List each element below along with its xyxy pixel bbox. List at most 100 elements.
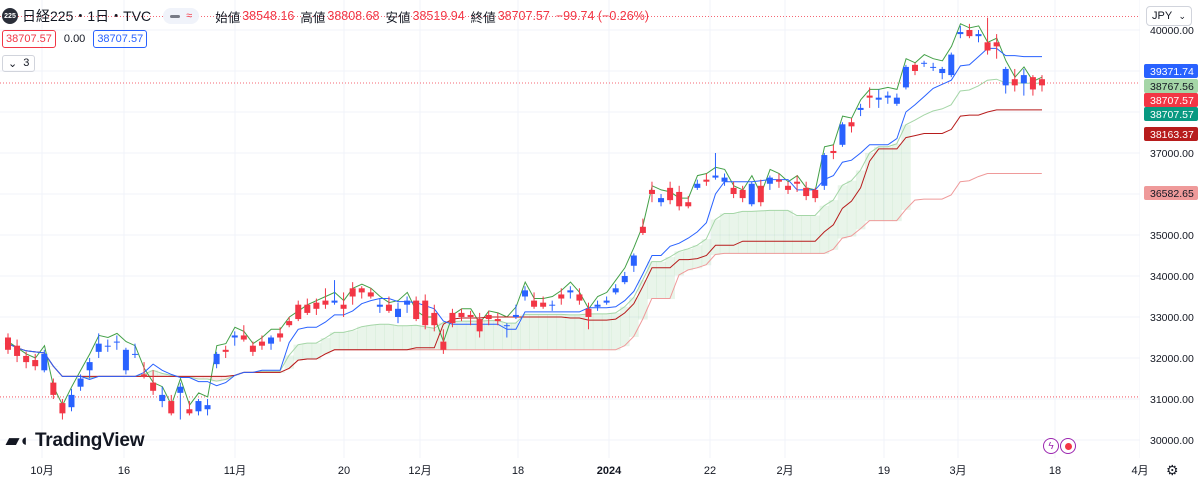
candle-body [830,150,837,153]
candle-body [812,189,819,199]
candle-body [422,300,429,326]
candle-body [712,175,719,178]
candles [5,17,1045,420]
candle-body [358,288,365,293]
candle-body [630,255,637,266]
wave-icon: ≈ [186,10,193,22]
candle-body [585,308,592,317]
cloud-segment [765,210,775,254]
candle-body [503,325,510,327]
candle-body [603,300,610,303]
candle-body [549,304,556,306]
cloud-segment [384,324,394,351]
cloud-segment [211,376,222,382]
candle-body [467,314,474,317]
candle-body [839,124,846,145]
candle-body [249,345,256,352]
cloud-segment [792,215,802,254]
price-tag: 38767.56 [1144,79,1198,93]
candle-body [621,276,628,283]
candle-body [458,312,465,317]
cloud-segment [901,124,911,210]
chevron-down-icon: ⌄ [8,58,18,70]
candle-body [703,179,710,182]
candle-body [413,300,420,320]
candle-body [1002,68,1009,86]
candle-body [331,300,338,303]
cloud-segment [801,215,812,254]
price-tick-label: 30000.00 [1150,435,1194,447]
candle-body [231,335,238,338]
base-line [7,109,1042,377]
cloud-segment [565,314,576,351]
gear-icon[interactable]: ⚙ [1166,462,1179,478]
indicator-value-1[interactable]: 38707.57 [2,30,56,48]
dash-icon [170,14,181,18]
candle-body [304,304,311,313]
indicator-pill[interactable]: ≈ [163,8,200,24]
candle-body [77,378,84,387]
candle-body [721,177,728,182]
cloud-segment [193,376,204,380]
currency-select[interactable]: JPY ⌄ [1146,6,1192,26]
candle-body [757,185,764,203]
candle-body [939,68,946,74]
time-tick-label: 20 [338,465,350,477]
candle-body [775,179,782,182]
cloud-segment [601,313,612,351]
time-tick-label: 22 [704,465,716,477]
price-tag-bg [1144,79,1198,93]
cloud-segment [638,280,648,320]
candle-body [685,202,692,207]
lightning-event-icon[interactable]: ϟ [1043,438,1059,454]
high-label: 高値 [300,10,326,25]
candle-body [821,155,828,186]
candle-body [902,66,909,88]
candle-body [730,187,737,194]
candle-body [68,394,75,408]
cloud-segment [737,211,748,254]
close-label: 終値 [470,10,496,25]
cloud-segment [719,213,730,254]
price-tag: 36582.65 [1144,186,1198,200]
candle-body [113,341,120,343]
price-tick-label: 37000.00 [1150,148,1194,160]
candle-body [676,191,683,207]
candle-body [948,54,955,76]
candle-body [1020,75,1027,84]
cloud-segment [320,338,331,355]
collapse-indicators-button[interactable]: ⌄ 3 [2,55,36,72]
indicator-value-3[interactable]: 38707.57 [93,30,148,48]
cloud-segment [819,205,830,254]
cloud-segment [674,251,685,276]
time-tick-label: 2月 [776,465,793,477]
cloud-segment [493,320,503,351]
candle-body [893,97,900,104]
candle-body [104,345,111,347]
cloud-segment [883,146,893,222]
symbol-title[interactable]: 日経225・1日・TVC [22,8,152,24]
symbol-badge[interactable]: 225 [2,8,18,24]
candle-body [857,107,864,110]
candle-body [404,300,411,305]
earnings-event-icon[interactable] [1060,438,1076,454]
open-value: 38548.16 [242,9,295,23]
cloud-segment [583,313,594,351]
cloud-segment [756,210,766,254]
cloud-segment [357,326,367,351]
candle-body [512,314,519,317]
candle-body [313,302,320,309]
candle-body [984,42,991,51]
cloud-segment [837,185,848,239]
legend-row: 225 日経225・1日・TVC ≈ 始値 38548.16 高値 38808.68… [0,6,649,26]
candle-body [921,62,928,64]
candle-body [32,360,39,367]
candle-body [340,304,347,309]
candle-body [766,177,773,184]
candle-body [1011,79,1018,86]
candle-body [41,353,48,371]
candle-body [884,95,891,98]
candle-body [322,300,329,305]
candle-body [295,304,302,320]
